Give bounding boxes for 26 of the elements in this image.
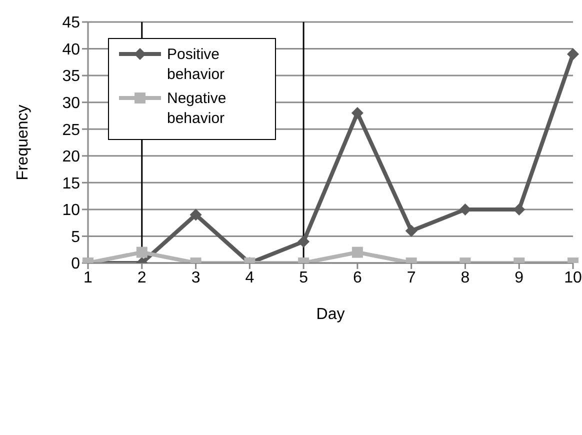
y-tick-label: 10 — [62, 202, 80, 220]
legend-label: Negative behavior — [167, 89, 228, 129]
x-tick-label: 7 — [406, 269, 416, 286]
y-tick-label: 40 — [62, 41, 80, 58]
x-tick-label: 2 — [137, 269, 146, 286]
y-tick-label: 35 — [62, 68, 80, 86]
y-axis-title: Frequency — [14, 104, 32, 180]
y-tick-label: 45 — [62, 14, 80, 32]
y-tick-label: 30 — [62, 95, 80, 112]
point — [567, 48, 579, 60]
x-tick-label: 9 — [514, 269, 524, 286]
x-tick-label: 1 — [84, 269, 93, 286]
y-tick-label: 25 — [62, 122, 80, 139]
y-tick-label: 5 — [71, 228, 80, 246]
x-tick-label: 3 — [191, 269, 200, 286]
x-tick-label: 4 — [245, 269, 254, 286]
legend-label: Positive behavior — [167, 45, 226, 85]
x-tick-label: 5 — [299, 269, 308, 286]
x-tick-label: 6 — [352, 269, 362, 286]
y-tick-label: 20 — [62, 148, 80, 166]
y-tick-label: 15 — [62, 175, 80, 192]
x-tick-label: 10 — [564, 269, 582, 286]
x-tick-label: 8 — [460, 269, 470, 286]
point — [351, 107, 364, 120]
y-tick-label: 0 — [71, 256, 80, 273]
x-axis-title: Day — [316, 306, 345, 323]
